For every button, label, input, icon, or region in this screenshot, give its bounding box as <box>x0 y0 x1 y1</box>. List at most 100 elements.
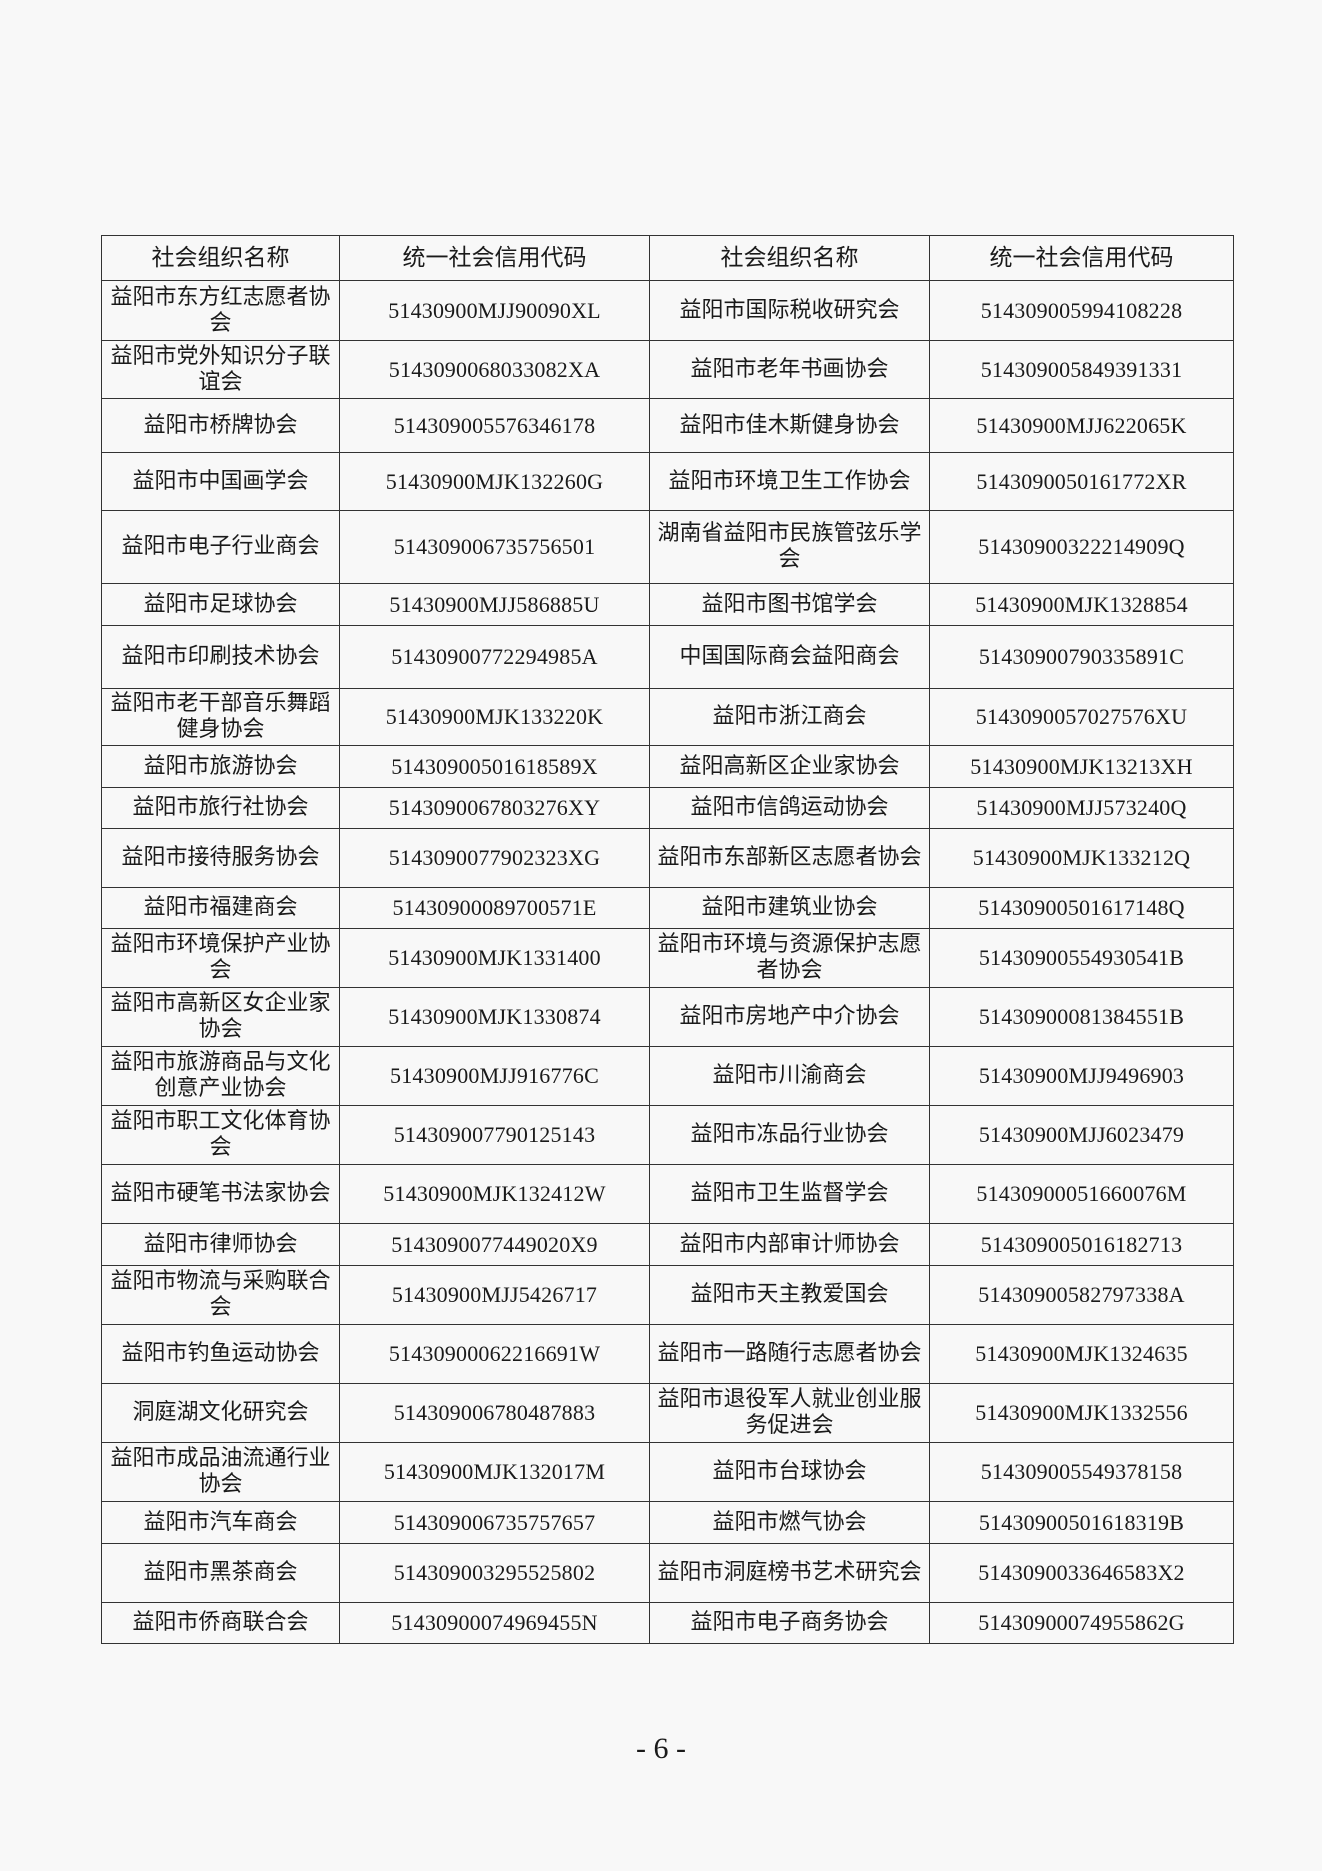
org-name-cell: 益阳市旅行社协会 <box>101 787 340 829</box>
credit-code-cell: 514309006780487883 <box>339 1383 650 1443</box>
credit-code-cell: 51430900MJJ622065K <box>929 398 1234 453</box>
org-name-cell: 益阳市印刷技术协会 <box>101 625 340 689</box>
org-name-cell: 益阳市洞庭榜书艺术研究会 <box>649 1543 930 1603</box>
org-name-cell: 洞庭湖文化研究会 <box>101 1383 340 1443</box>
org-name-cell: 益阳市电子行业商会 <box>101 510 340 584</box>
credit-code-cell: 51430900MJK132260G <box>339 452 650 511</box>
table-row: 益阳市汽车商会 514309006735757657 益阳市燃气协会 51430900… <box>101 1501 1234 1544</box>
credit-code-cell: 514309003295525802 <box>339 1543 650 1603</box>
social-organization-table: 社会组织名称 统一社会信用代码 社会组织名称 统一社会信用代码 益阳市东方红志愿… <box>101 235 1234 1644</box>
org-name-cell: 益阳市电子商务协会 <box>649 1602 930 1644</box>
header-credit-code: 统一社会信用代码 <box>929 235 1234 281</box>
org-name-cell: 益阳市接待服务协会 <box>101 828 340 888</box>
credit-code-cell: 51430900MJK13213XH <box>929 745 1234 788</box>
org-name-cell: 益阳市内部审计师协会 <box>649 1223 930 1266</box>
org-name-cell: 益阳市燃气协会 <box>649 1501 930 1544</box>
credit-code-cell: 51430900322214909Q <box>929 510 1234 584</box>
credit-code-cell: 5143090057027576XU <box>929 688 1234 746</box>
org-name-cell: 益阳市一路随行志愿者协会 <box>649 1324 930 1384</box>
credit-code-cell: 51430900501617148Q <box>929 887 1234 929</box>
credit-code-cell: 51430900MJK1331400 <box>339 928 650 988</box>
table-row: 益阳市旅行社协会 5143090067803276XY 益阳市信鸽运动协会 51430… <box>101 787 1234 829</box>
header-credit-code: 统一社会信用代码 <box>339 235 650 281</box>
org-name-cell: 益阳市佳木斯健身协会 <box>649 398 930 453</box>
org-name-cell: 益阳市侨商联合会 <box>101 1602 340 1644</box>
org-name-cell: 益阳市东部新区志愿者协会 <box>649 828 930 888</box>
credit-code-cell: 51430900554930541B <box>929 928 1234 988</box>
org-name-cell: 湖南省益阳市民族管弦乐学会 <box>649 510 930 584</box>
credit-code-cell: 51430900772294985A <box>339 625 650 689</box>
table-header-row: 社会组织名称 统一社会信用代码 社会组织名称 统一社会信用代码 <box>101 235 1234 281</box>
org-name-cell: 益阳市党外知识分子联谊会 <box>101 340 340 399</box>
credit-code-cell: 51430900MJJ6023479 <box>929 1105 1234 1165</box>
table-row: 益阳市接待服务协会 5143090077902323XG 益阳市东部新区志愿者协会 5… <box>101 828 1234 888</box>
org-name-cell: 益阳市台球协会 <box>649 1442 930 1502</box>
org-name-cell: 益阳市东方红志愿者协会 <box>101 280 340 341</box>
org-name-cell: 益阳市图书馆学会 <box>649 583 930 626</box>
org-name-cell: 益阳市桥牌协会 <box>101 398 340 453</box>
org-name-cell: 益阳市环境卫生工作协会 <box>649 452 930 511</box>
credit-code-cell: 5143090033646583X2 <box>929 1543 1234 1603</box>
org-name-cell: 益阳市环境与资源保护志愿者协会 <box>649 928 930 988</box>
table-row: 益阳市硬笔书法家协会 51430900MJK132412W 益阳市卫生监督学会 514… <box>101 1164 1234 1224</box>
credit-code-cell: 51430900MJK132017M <box>339 1442 650 1502</box>
org-name-cell: 益阳市信鸽运动协会 <box>649 787 930 829</box>
table-row: 益阳市东方红志愿者协会 51430900MJJ90090XL 益阳市国际税收研究会 5… <box>101 280 1234 341</box>
org-name-cell: 益阳市成品油流通行业协会 <box>101 1442 340 1502</box>
credit-code-cell: 51430900MJK133220K <box>339 688 650 746</box>
org-name-cell: 益阳市建筑业协会 <box>649 887 930 929</box>
table-row: 益阳市黑茶商会 514309003295525802 益阳市洞庭榜书艺术研究会 514… <box>101 1543 1234 1603</box>
credit-code-cell: 51430900501618319B <box>929 1501 1234 1544</box>
org-name-cell: 益阳市足球协会 <box>101 583 340 626</box>
table-row: 益阳市中国画学会 51430900MJK132260G 益阳市环境卫生工作协会 514… <box>101 452 1234 511</box>
credit-code-cell: 51430900MJJ573240Q <box>929 787 1234 829</box>
credit-code-cell: 514309005549378158 <box>929 1442 1234 1502</box>
org-name-cell: 益阳市中国画学会 <box>101 452 340 511</box>
org-name-cell: 益阳市国际税收研究会 <box>649 280 930 341</box>
org-name-cell: 益阳市天主教爱国会 <box>649 1265 930 1325</box>
table-row: 益阳市职工文化体育协会 514309007790125143 益阳市冻品行业协会 51… <box>101 1105 1234 1165</box>
credit-code-cell: 514309005016182713 <box>929 1223 1234 1266</box>
credit-code-cell: 5143090077449020X9 <box>339 1223 650 1266</box>
credit-code-cell: 51430900MJJ916776C <box>339 1046 650 1106</box>
org-name-cell: 益阳市福建商会 <box>101 887 340 929</box>
credit-code-cell: 5143090068033082XA <box>339 340 650 399</box>
credit-code-cell: 514309005994108228 <box>929 280 1234 341</box>
credit-code-cell: 51430900MJK1332556 <box>929 1383 1234 1443</box>
org-name-cell: 益阳市退役军人就业创业服务促进会 <box>649 1383 930 1443</box>
org-name-cell: 益阳市硬笔书法家协会 <box>101 1164 340 1224</box>
header-org-name: 社会组织名称 <box>101 235 340 281</box>
credit-code-cell: 51430900MJJ586885U <box>339 583 650 626</box>
table-row: 益阳市物流与采购联合会 51430900MJJ5426717 益阳市天主教爱国会 51… <box>101 1265 1234 1325</box>
credit-code-cell: 51430900081384551B <box>929 987 1234 1047</box>
credit-code-cell: 51430900074969455N <box>339 1602 650 1644</box>
credit-code-cell: 51430900MJK1328854 <box>929 583 1234 626</box>
credit-code-cell: 51430900501618589X <box>339 745 650 788</box>
table-row: 益阳市旅游协会 51430900501618589X 益阳高新区企业家协会 51430… <box>101 745 1234 788</box>
credit-code-cell: 51430900MJK133212Q <box>929 828 1234 888</box>
org-name-cell: 益阳高新区企业家协会 <box>649 745 930 788</box>
org-name-cell: 益阳市老干部音乐舞蹈健身协会 <box>101 688 340 746</box>
credit-code-cell: 51430900MJJ5426717 <box>339 1265 650 1325</box>
credit-code-cell: 51430900074955862G <box>929 1602 1234 1644</box>
org-name-cell: 益阳市环境保护产业协会 <box>101 928 340 988</box>
credit-code-cell: 5143090067803276XY <box>339 787 650 829</box>
table-row: 洞庭湖文化研究会 514309006780487883 益阳市退役军人就业创业服务促… <box>101 1383 1234 1443</box>
credit-code-cell: 51430900MJK132412W <box>339 1164 650 1224</box>
credit-code-cell: 514309007790125143 <box>339 1105 650 1165</box>
table-row: 益阳市律师协会 5143090077449020X9 益阳市内部审计师协会 51430… <box>101 1223 1234 1266</box>
header-org-name: 社会组织名称 <box>649 235 930 281</box>
table-row: 益阳市高新区女企业家协会 51430900MJK1330874 益阳市房地产中介协会… <box>101 987 1234 1047</box>
credit-code-cell: 51430900MJK1324635 <box>929 1324 1234 1384</box>
credit-code-cell: 51430900MJJ9496903 <box>929 1046 1234 1106</box>
credit-code-cell: 514309005849391331 <box>929 340 1234 399</box>
table-row: 益阳市环境保护产业协会 51430900MJK1331400 益阳市环境与资源保护志… <box>101 928 1234 988</box>
table-row: 益阳市电子行业商会 514309006735756501 湖南省益阳市民族管弦乐学会… <box>101 510 1234 584</box>
table-row: 益阳市钓鱼运动协会 51430900062216691W 益阳市一路随行志愿者协会 5… <box>101 1324 1234 1384</box>
org-name-cell: 益阳市高新区女企业家协会 <box>101 987 340 1047</box>
org-name-cell: 益阳市浙江商会 <box>649 688 930 746</box>
credit-code-cell: 514309006735756501 <box>339 510 650 584</box>
table-row: 益阳市党外知识分子联谊会 5143090068033082XA 益阳市老年书画协会 5… <box>101 340 1234 399</box>
org-name-cell: 益阳市汽车商会 <box>101 1501 340 1544</box>
credit-code-cell: 514309006735757657 <box>339 1501 650 1544</box>
